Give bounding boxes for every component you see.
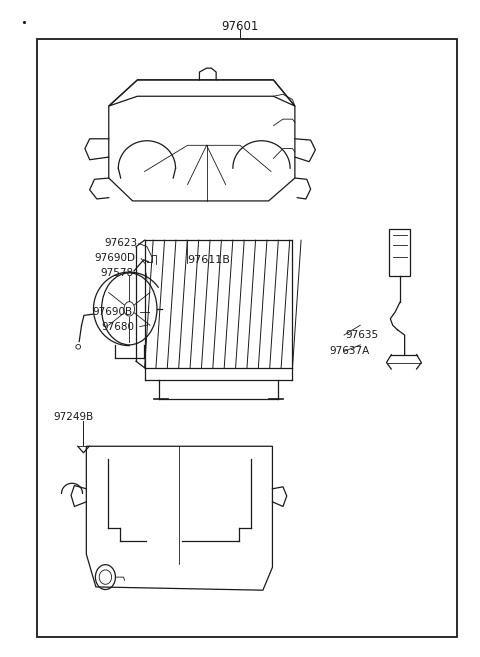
Text: 97690D: 97690D <box>95 254 135 263</box>
Text: 97249B: 97249B <box>53 412 93 422</box>
Text: 97601: 97601 <box>221 20 259 33</box>
Text: 97635: 97635 <box>345 330 378 340</box>
Text: 97637A: 97637A <box>330 346 370 356</box>
Bar <box>389 229 410 276</box>
Text: 97578: 97578 <box>101 268 134 278</box>
Text: 97623: 97623 <box>104 238 137 248</box>
Text: 97690B: 97690B <box>92 307 132 317</box>
Bar <box>37 39 457 637</box>
Text: 97680: 97680 <box>102 321 134 332</box>
Text: 97611B: 97611B <box>188 255 230 265</box>
